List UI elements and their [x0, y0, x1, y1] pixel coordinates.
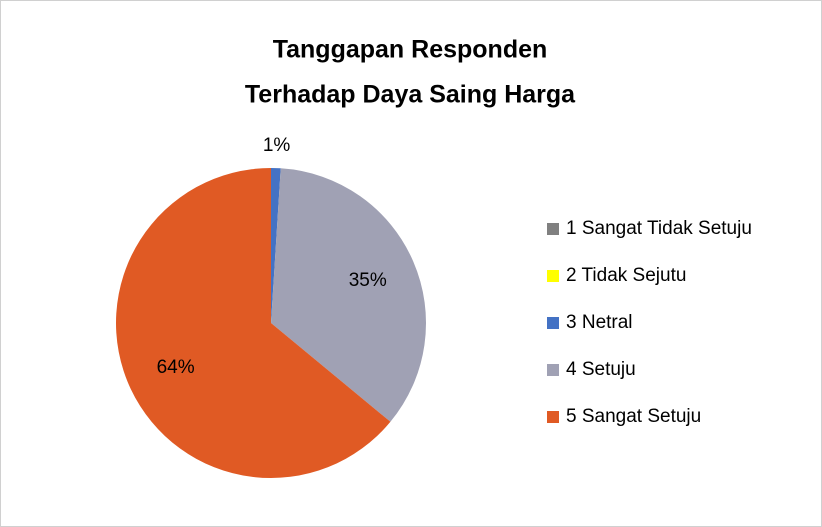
pie-slice	[271, 168, 427, 422]
legend-swatch	[547, 317, 559, 329]
data-label: 1%	[263, 135, 291, 156]
pie-slice	[115, 168, 391, 478]
legend-label: 4 Setuju	[566, 359, 636, 380]
legend-swatch	[547, 411, 559, 423]
chart-title: Terhadap Daya Saing Harga	[245, 81, 576, 109]
legend-label: 1 Sangat Tidak Setuju	[566, 218, 752, 239]
legend-swatch	[547, 270, 559, 282]
legend-swatch	[547, 364, 559, 376]
legend-swatch	[547, 223, 559, 235]
legend-label: 3 Netral	[566, 312, 633, 333]
data-label: 35%	[349, 270, 387, 291]
pie-slice	[271, 168, 281, 323]
legend-label: 5 Sangat Setuju	[566, 406, 701, 427]
chart-title: Tanggapan Responden	[273, 36, 548, 64]
legend-label: 2 Tidak Sejutu	[566, 265, 686, 286]
data-label: 64%	[157, 357, 195, 378]
